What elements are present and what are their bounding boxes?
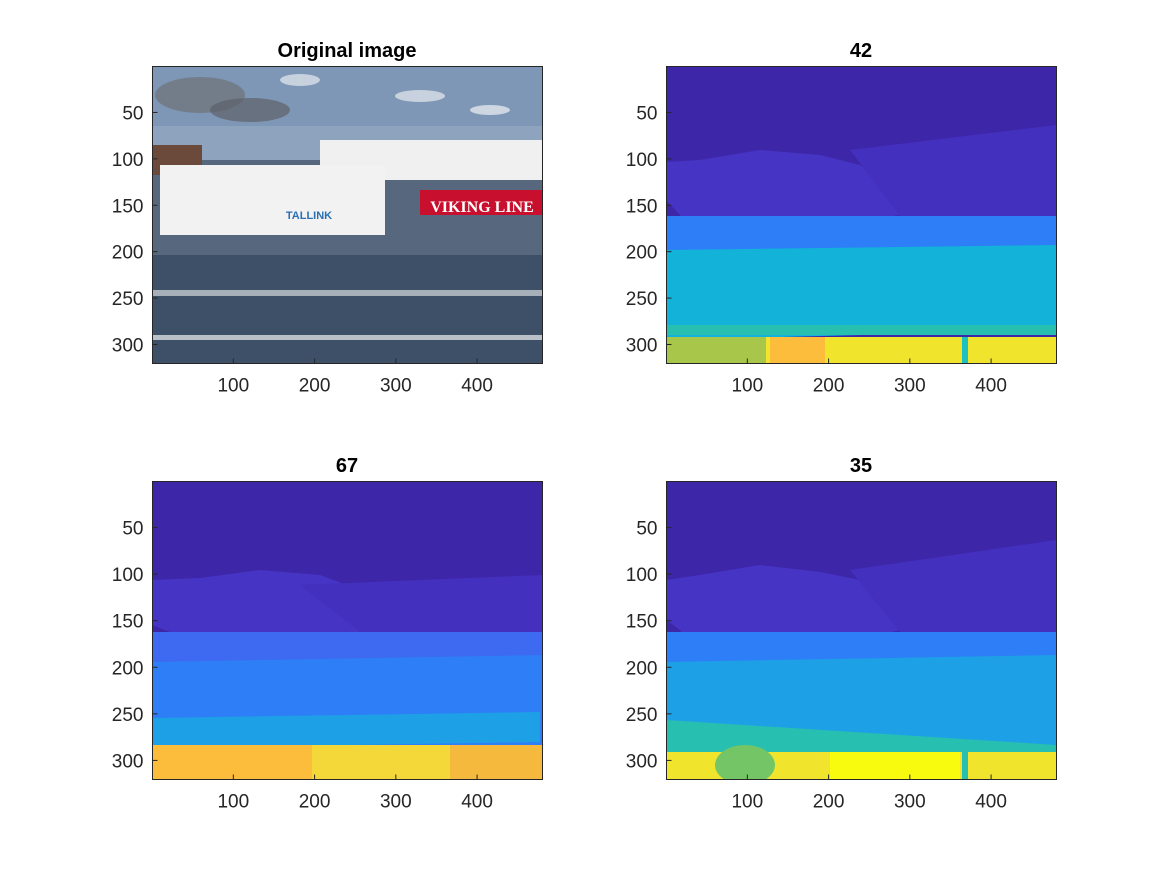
y-tick-label: 100	[626, 565, 658, 586]
subplot-title: Original image	[278, 40, 417, 62]
y-ticks: 50 100 150 200 250 300	[626, 103, 672, 356]
x-tick-label: 400	[975, 792, 1007, 813]
x-tick-label: 100	[217, 792, 249, 813]
x-tick-label: 200	[813, 792, 845, 813]
x-tick-label: 300	[380, 792, 412, 813]
x-tick-label: 100	[217, 376, 249, 397]
y-tick-label: 100	[112, 150, 144, 171]
y-tick-label: 150	[112, 196, 144, 217]
y-tick-label: 200	[112, 658, 144, 679]
x-tick-label: 100	[731, 376, 763, 397]
ship-text-viking-line: VIKING LINE	[430, 199, 534, 216]
axes-box	[152, 66, 543, 364]
original-photo	[152, 66, 542, 363]
subplot-67: 67 100 200 300 400 50 100 150 200 250 300	[112, 455, 543, 813]
subplot-title: 42	[850, 40, 872, 62]
heatmap-42	[666, 66, 1056, 363]
x-ticks: 100 200 300 400	[731, 358, 1007, 397]
x-ticks: 100 200 300 400	[217, 358, 493, 397]
x-tick-label: 200	[299, 792, 331, 813]
y-tick-label: 50	[122, 519, 143, 540]
subplot-title: 35	[850, 455, 872, 477]
y-tick-label: 150	[626, 196, 658, 217]
x-ticks: 100 200 300 400	[217, 774, 493, 813]
y-tick-label: 200	[112, 243, 144, 264]
y-tick-label: 200	[626, 658, 658, 679]
x-tick-label: 400	[461, 376, 493, 397]
y-ticks: 50 100 150 200 250 300	[626, 519, 672, 772]
y-tick-label: 300	[112, 751, 144, 772]
x-tick-label: 400	[975, 376, 1007, 397]
y-ticks: 50 100 150 200 250 300	[112, 519, 158, 772]
x-tick-label: 400	[461, 792, 493, 813]
y-tick-label: 50	[636, 519, 657, 540]
axes-box	[666, 66, 1057, 364]
heatmap-67	[152, 481, 542, 779]
x-tick-label: 300	[894, 376, 926, 397]
y-tick-label: 200	[626, 243, 658, 264]
y-tick-label: 250	[626, 705, 658, 726]
x-tick-label: 200	[299, 376, 331, 397]
y-tick-label: 300	[626, 751, 658, 772]
x-tick-label: 200	[813, 376, 845, 397]
y-tick-label: 100	[626, 150, 658, 171]
y-tick-label: 150	[112, 612, 144, 633]
y-tick-label: 50	[636, 103, 657, 124]
subplot-original-image: Original image VIKING LINE TALLINK 100 20…	[112, 40, 543, 397]
y-tick-label: 250	[112, 705, 144, 726]
x-tick-label: 300	[894, 792, 926, 813]
x-tick-label: 100	[731, 792, 763, 813]
axes-box	[666, 481, 1057, 780]
x-ticks: 100 200 300 400	[731, 774, 1007, 813]
x-tick-label: 300	[380, 376, 412, 397]
ship-text-tallink: TALLINK	[286, 210, 332, 222]
y-ticks: 50 100 150 200 250 300	[112, 103, 158, 356]
subplot-title: 67	[336, 455, 358, 477]
y-tick-label: 150	[626, 612, 658, 633]
axes-box	[152, 481, 543, 780]
y-tick-label: 100	[112, 565, 144, 586]
subplot-42: 42 100 200 300 400 50 100 150 200 250 300	[626, 40, 1057, 397]
y-tick-label: 300	[626, 335, 658, 356]
y-tick-label: 250	[112, 289, 144, 310]
y-tick-label: 50	[122, 103, 143, 124]
subplot-35: 35 100 200 300 400 50 100 150 200 250 300	[626, 455, 1057, 813]
y-tick-label: 300	[112, 335, 144, 356]
y-tick-label: 250	[626, 289, 658, 310]
heatmap-35	[666, 481, 1056, 779]
